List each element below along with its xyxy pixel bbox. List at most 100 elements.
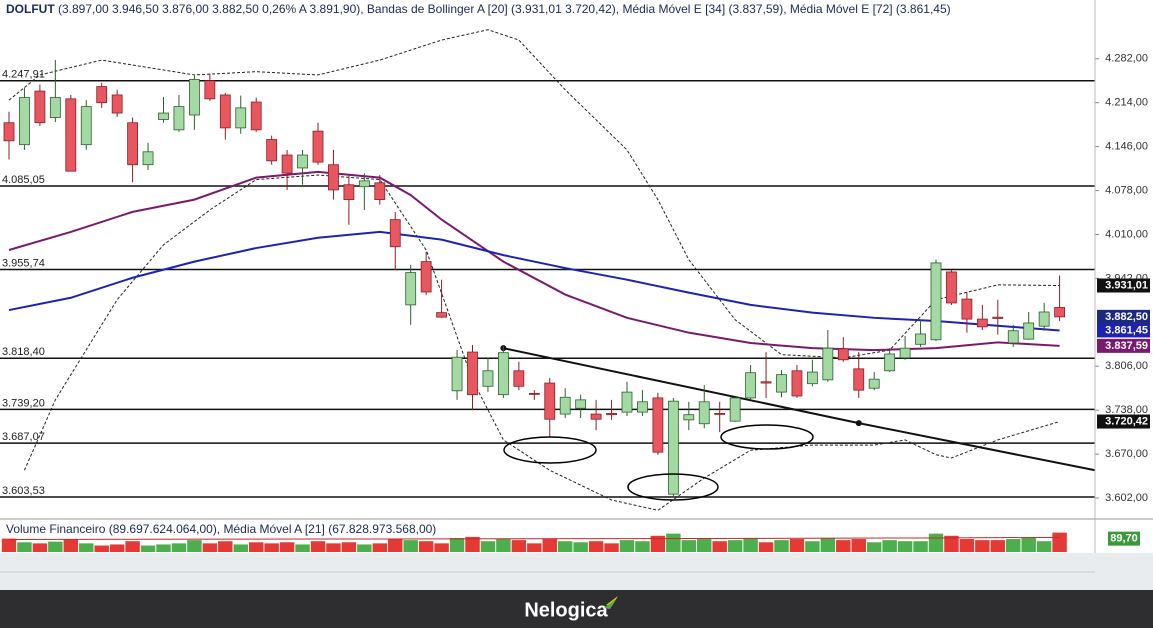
- volume-bar: [820, 537, 836, 552]
- brand-logo: Nelogica: [524, 599, 608, 621]
- level-label: 3.818,40: [2, 346, 45, 358]
- brand-mark: [606, 596, 618, 606]
- volume-bar: [882, 540, 897, 552]
- price-badge-bg: [1097, 414, 1150, 429]
- candle-body: [698, 401, 710, 425]
- candle-body: [884, 353, 896, 372]
- candle-body: [946, 271, 957, 304]
- candle-body: [405, 272, 417, 306]
- candle-body: [513, 370, 525, 387]
- annotation-ellipse: [503, 436, 597, 464]
- level-label: 4.085,05: [2, 174, 45, 186]
- volume-bar: [542, 539, 557, 552]
- volume-bar: [588, 541, 604, 552]
- y-tick-label: 4.146,00: [1105, 141, 1148, 153]
- indicator-line: [8, 536, 1060, 540]
- volume-bar: [403, 540, 418, 552]
- candle-body: [358, 180, 370, 188]
- volume-bar: [449, 537, 465, 552]
- y-tick-label: 3.806,00: [1105, 360, 1148, 372]
- candle-body: [281, 154, 293, 174]
- volume-bar: [1, 538, 17, 552]
- volume-bar: [63, 539, 79, 552]
- candle-body: [142, 151, 154, 166]
- volume-bar: [944, 535, 959, 552]
- candle-body: [3, 122, 15, 142]
- volume-bar: [511, 540, 527, 552]
- candle-body: [683, 414, 695, 421]
- level-label: 3.955,74: [2, 257, 45, 269]
- volume-bar: [990, 540, 1006, 552]
- volume-bar: [480, 541, 496, 552]
- candle-body: [714, 413, 726, 415]
- candle-body: [652, 397, 664, 453]
- volume-bar: [388, 539, 403, 552]
- volume-bar: [79, 543, 94, 552]
- candle-body: [204, 80, 216, 100]
- price-badge: 3.720,42: [1105, 415, 1148, 427]
- close-badge: 3.882,50: [1105, 311, 1148, 323]
- volume-bar: [836, 540, 851, 552]
- volume-bar: [635, 541, 650, 552]
- volume-bar: [619, 540, 635, 552]
- volume-bar: [851, 539, 866, 552]
- volume-bar: [697, 539, 712, 552]
- volume-bar: [125, 541, 140, 552]
- brand-mark: [604, 599, 616, 609]
- candle-body: [250, 101, 262, 131]
- level-label: 4.247,91: [2, 69, 45, 81]
- volume-bar: [975, 540, 990, 552]
- footer-bar: [0, 590, 1153, 628]
- y-tick-label: 4.214,00: [1105, 97, 1148, 109]
- volume-header: Volume Financeiro (89.697.624.064,00), M…: [6, 522, 436, 536]
- candle-body: [49, 97, 61, 118]
- candle-body: [374, 182, 386, 201]
- candle-body: [606, 413, 617, 416]
- volume-bar: [264, 543, 279, 552]
- volume-bar: [434, 543, 449, 552]
- y-tick-label: 4.078,00: [1105, 184, 1148, 196]
- trend-point: [855, 420, 862, 427]
- volume-bar: [758, 542, 774, 552]
- price-badge-bg: [1097, 278, 1150, 293]
- indicator-line: [8, 230, 1060, 332]
- candle-body: [590, 413, 602, 420]
- volume-bar: [48, 541, 63, 552]
- header-values: (3.897,00 3.946,50 3.876,00 3.882,50 0,2…: [58, 2, 951, 16]
- y-tick-label: 4.010,00: [1105, 228, 1148, 240]
- candle-body: [266, 139, 278, 162]
- volume-bar: [187, 540, 202, 552]
- volume-bar: [557, 541, 573, 552]
- candle-body: [621, 391, 633, 413]
- y-tick-label: 4.282,00: [1105, 53, 1148, 65]
- candle-body: [173, 106, 185, 131]
- volume-bar: [527, 543, 542, 552]
- volume-bar: [372, 543, 388, 552]
- volume-bar: [805, 541, 820, 552]
- volume-bar: [496, 539, 511, 552]
- candle-body: [915, 333, 926, 345]
- volume-bar: [310, 541, 326, 552]
- candle-body: [80, 106, 92, 146]
- candle-body: [791, 370, 803, 397]
- price-badge: 3.931,01: [1105, 279, 1148, 291]
- candle-body: [930, 262, 942, 341]
- candle-body: [1007, 330, 1019, 344]
- volume-bar: [202, 543, 218, 552]
- candle-body: [328, 164, 339, 191]
- candle-body: [497, 352, 509, 396]
- volume-bar: [928, 533, 944, 552]
- volume-bar: [32, 543, 48, 552]
- candle-body: [822, 347, 834, 381]
- indicator-line: [23, 174, 1060, 511]
- candle-body: [482, 370, 494, 387]
- volume-bar: [1021, 537, 1036, 552]
- close-badge-bg: [1097, 309, 1150, 324]
- candle-body: [343, 184, 355, 201]
- candle-body: [420, 261, 432, 293]
- volume-bar: [666, 533, 681, 552]
- volume-bar: [681, 540, 697, 552]
- price-badge: 3.861,45: [1105, 324, 1148, 336]
- volume-bar: [341, 542, 357, 552]
- candle-body: [19, 97, 30, 146]
